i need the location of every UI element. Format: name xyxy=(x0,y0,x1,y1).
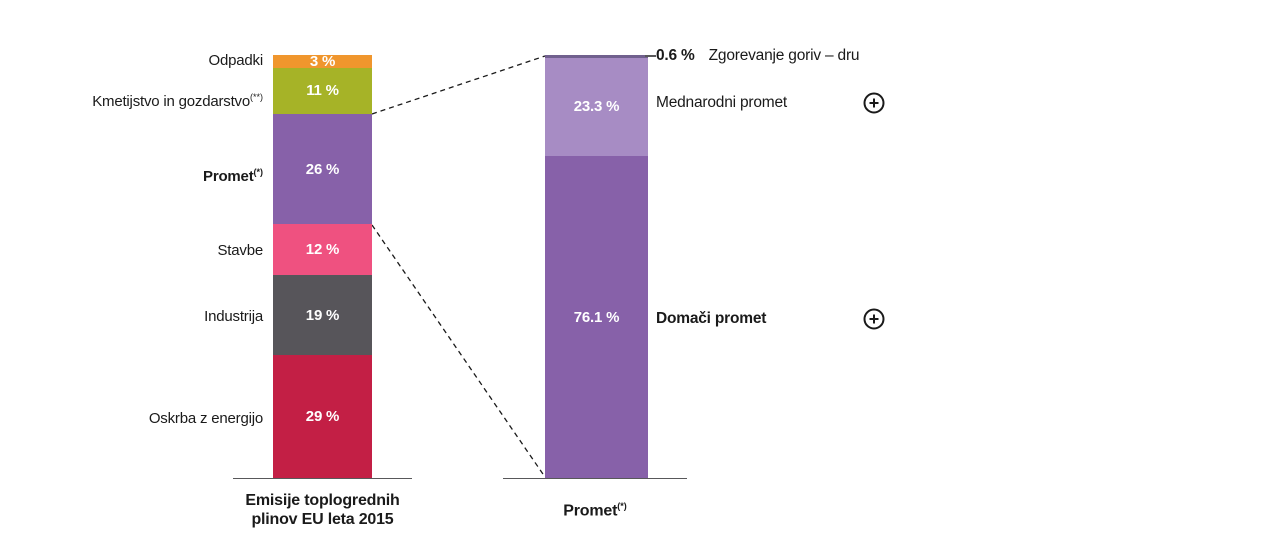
category-label-odpadki: Odpadki xyxy=(208,52,264,69)
connector-line-top xyxy=(371,55,546,115)
zgorevanje-label: Zgorevanje goriv – dru xyxy=(708,47,860,64)
segment-value: 76.1 % xyxy=(573,308,620,326)
bar-segment-kmetijstvo: 11 % xyxy=(273,67,372,115)
footnote-marker: (*) xyxy=(617,501,627,511)
bar-segment-domaci-promet: 76.1 % xyxy=(545,156,648,478)
segment-value: 29 % xyxy=(305,408,340,426)
circled-plus-icon xyxy=(863,308,885,330)
left-stacked-bar: 3 % 11 % 26 % 12 % 19 % 29 % xyxy=(273,52,372,479)
segment-value: 3 % xyxy=(309,52,336,70)
expand-domaci-promet-button[interactable] xyxy=(863,308,885,330)
right-axis-line xyxy=(503,478,687,479)
bar-segment-zgorevanje-goriv xyxy=(545,55,648,58)
circled-plus-icon xyxy=(863,92,885,114)
bar-segment-stavbe: 12 % xyxy=(273,224,372,275)
footnote-marker: (**) xyxy=(250,92,263,102)
bar-segment-oskrba: 29 % xyxy=(273,355,372,479)
category-label-stavbe: Stavbe xyxy=(217,242,264,259)
leader-line xyxy=(645,55,656,57)
connector-line-bottom xyxy=(371,224,546,478)
bar-segment-promet: 26 % xyxy=(273,114,372,225)
bar-segment-mednarodni-promet: 23.3 % xyxy=(545,57,648,157)
caption-line-1: Emisije toplogrednih xyxy=(245,492,400,509)
segment-value: 23.3 % xyxy=(573,98,620,116)
right-bar-caption: Promet(*) xyxy=(563,501,627,520)
bar-segment-odpadki: 3 % xyxy=(273,52,372,70)
domaci-promet-label: Domači promet xyxy=(656,310,767,327)
category-label-oskrba: Oskrba z energijo xyxy=(148,410,263,427)
expand-mednarodni-promet-button[interactable] xyxy=(863,92,885,114)
segment-value: 12 % xyxy=(305,241,340,259)
right-stacked-bar: 23.3 % 76.1 % xyxy=(545,55,648,478)
footnote-marker: (*) xyxy=(253,167,264,177)
segment-value: 26 % xyxy=(305,160,340,178)
caption-line-2: plinov EU leta 2015 xyxy=(251,511,394,528)
left-bar-caption: Emisije toplogrednih plinov EU leta 2015 xyxy=(233,491,412,529)
zgorevanje-percent: 0.6 % xyxy=(656,47,695,64)
segment-value: 11 % xyxy=(306,82,339,100)
bar-segment-industrija: 19 % xyxy=(273,274,372,356)
mednarodni-promet-label: Mednarodni promet xyxy=(656,94,788,111)
category-label-promet: Promet(*) xyxy=(203,167,264,185)
label-row-zgorevanje: 0.6 % Zgorevanje goriv – dru xyxy=(656,47,860,65)
category-label-industrija: Industrija xyxy=(204,308,263,325)
category-label-kmetijstvo: Kmetijstvo in gozdarstvo(**) xyxy=(92,92,263,110)
left-axis-line xyxy=(233,478,412,479)
segment-value: 19 % xyxy=(305,306,340,324)
